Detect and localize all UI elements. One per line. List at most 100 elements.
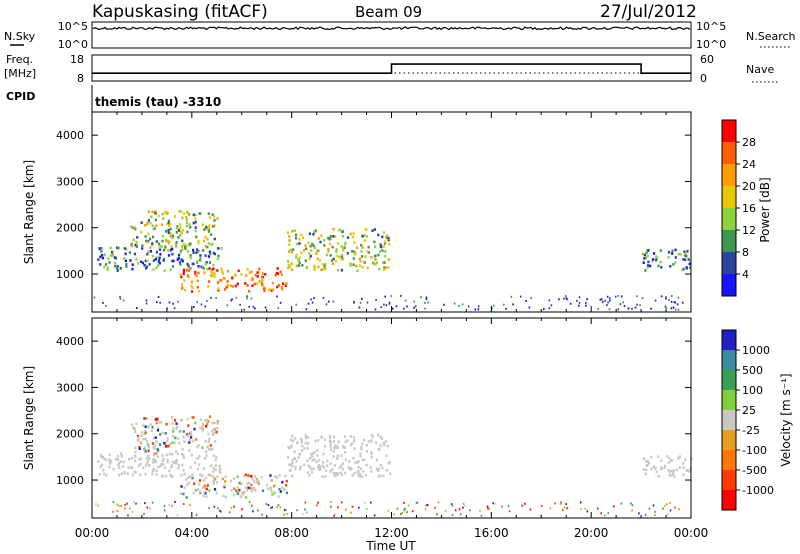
data-cell [293, 457, 296, 460]
data-cell [171, 475, 174, 478]
data-cell [145, 302, 148, 305]
data-cell [147, 425, 150, 428]
data-cell [346, 252, 349, 255]
data-cell [669, 459, 673, 462]
data-cell [172, 302, 174, 305]
data-cell [672, 469, 676, 472]
data-cell [676, 303, 679, 306]
data-cell [143, 431, 146, 435]
data-cell [175, 422, 178, 425]
data-cell [202, 494, 205, 498]
data-cell [636, 295, 638, 298]
data-cell [382, 231, 385, 234]
data-cell [212, 470, 215, 473]
data-cell [162, 248, 165, 252]
data-cell [270, 489, 273, 493]
data-cell [167, 221, 170, 225]
data-cell [144, 437, 147, 440]
data-cell [153, 452, 156, 455]
data-cell [276, 506, 278, 509]
data-cell [679, 253, 682, 256]
data-cell [144, 417, 147, 421]
data-cell [387, 258, 390, 261]
data-cell [284, 474, 287, 478]
data-cell [298, 467, 302, 471]
data-cell [282, 282, 285, 285]
data-cell [622, 301, 624, 304]
data-cell [684, 458, 687, 462]
data-cell [332, 300, 334, 303]
data-cell [198, 463, 201, 466]
data-cell [201, 429, 204, 432]
data-cell [171, 434, 175, 438]
colorbar-segment [722, 252, 736, 274]
data-cell [207, 242, 210, 245]
data-cell [178, 430, 181, 433]
data-cell [168, 504, 170, 507]
data-cell [617, 308, 619, 311]
data-cell [529, 508, 532, 511]
data-cell [191, 290, 194, 293]
data-cell [135, 422, 138, 426]
data-cell [358, 475, 361, 478]
data-cell [153, 458, 157, 462]
data-cell [155, 421, 158, 425]
data-cell [194, 421, 197, 425]
data-cell [619, 303, 622, 306]
data-cell [187, 250, 190, 253]
data-cell [250, 278, 254, 282]
data-cell [211, 272, 214, 275]
data-cell [646, 266, 649, 269]
data-cell [139, 260, 142, 263]
data-cell [314, 439, 317, 443]
data-cell [294, 465, 297, 469]
data-cell [332, 455, 335, 458]
data-cell [566, 507, 568, 510]
data-cell [349, 264, 352, 267]
freq-tick-top: 18 [70, 53, 84, 66]
data-cell [303, 249, 306, 252]
data-cell [364, 228, 367, 231]
data-cell [166, 460, 169, 464]
data-cell [152, 227, 155, 231]
data-cell [182, 492, 185, 496]
data-cell [355, 264, 358, 268]
data-cell [344, 450, 347, 454]
data-cell [306, 442, 310, 445]
data-cell [374, 262, 377, 266]
data-cell [620, 295, 623, 298]
data-cell [586, 510, 589, 513]
data-cell [647, 461, 650, 465]
data-cell [674, 248, 677, 252]
data-cell [202, 467, 205, 470]
data-cell [333, 514, 335, 517]
data-cell [178, 441, 181, 445]
data-cell [182, 435, 185, 439]
data-cell [301, 264, 304, 267]
colorbar-segment [722, 430, 736, 450]
data-cell [130, 423, 134, 427]
data-cell [310, 467, 313, 471]
data-cell [379, 444, 382, 448]
data-cell [576, 299, 578, 302]
data-cell [220, 279, 223, 282]
data-cell [133, 427, 137, 431]
data-cell [194, 461, 197, 464]
data-cell [287, 266, 290, 270]
nave-tick-bottom: 0 [700, 72, 707, 85]
data-cell [266, 487, 270, 491]
data-cell [356, 471, 359, 474]
data-cell [176, 258, 179, 261]
data-cell [367, 251, 371, 254]
data-cell [291, 465, 294, 468]
colorbar-tick-label: -25 [742, 424, 760, 437]
data-cell [329, 445, 332, 448]
data-cell [304, 508, 306, 511]
data-cell [197, 271, 200, 275]
data-cell [363, 438, 366, 442]
data-cell [185, 215, 188, 219]
data-cell [377, 233, 380, 237]
data-cell [657, 264, 660, 268]
data-cell [123, 247, 126, 250]
data-cell [352, 263, 355, 266]
